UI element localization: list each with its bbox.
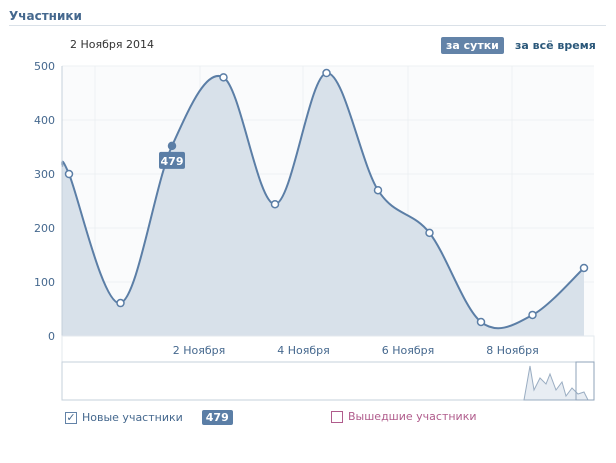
series-area [62, 72, 584, 336]
y-tick-label: 300 [34, 168, 55, 181]
x-tick-label: 6 Ноября [382, 344, 435, 357]
tooltip-value: 479 [161, 155, 184, 168]
navigator-series [523, 365, 589, 401]
period-all-time-button[interactable]: за всё время [515, 39, 596, 52]
data-point [219, 73, 228, 82]
selected-date: 2 Ноября 2014 [70, 38, 154, 51]
legend-left-members[interactable]: Вышедшие участники [331, 410, 477, 423]
legend-label: Новые участники [82, 411, 183, 424]
x-tick-label: 4 Ноября [277, 344, 330, 357]
data-point [116, 298, 125, 308]
x-tick-label: 8 Ноября [486, 344, 539, 357]
checkbox-unchecked-icon[interactable] [331, 410, 343, 423]
legend-new-members[interactable]: ✓ Новые участники 479 [65, 410, 233, 425]
divider [9, 25, 606, 26]
data-point [579, 263, 589, 273]
y-tick-label: 500 [34, 60, 55, 73]
data-point [167, 141, 177, 151]
y-tick-label: 0 [48, 330, 55, 343]
data-point [373, 185, 383, 195]
data-point [528, 310, 537, 320]
data-point [476, 317, 486, 327]
tooltip-box [159, 151, 185, 169]
legend-label: Вышедшие участники [348, 410, 477, 423]
period-day-button[interactable]: за сутки [441, 37, 504, 54]
y-tick-label: 100 [34, 276, 55, 289]
navigator-handle[interactable] [575, 361, 595, 401]
y-tick-label: 400 [34, 114, 55, 127]
data-point [322, 68, 331, 78]
checkbox-checked-icon[interactable]: ✓ [65, 410, 77, 424]
data-point [425, 228, 434, 238]
value-badge: 479 [201, 410, 233, 425]
x-tick-label: 2 Ноября [173, 344, 226, 357]
y-tick-label: 200 [34, 222, 55, 235]
navigator [61, 361, 595, 401]
data-point [270, 199, 280, 209]
data-point [64, 169, 74, 179]
page-title: Участники [9, 9, 82, 23]
